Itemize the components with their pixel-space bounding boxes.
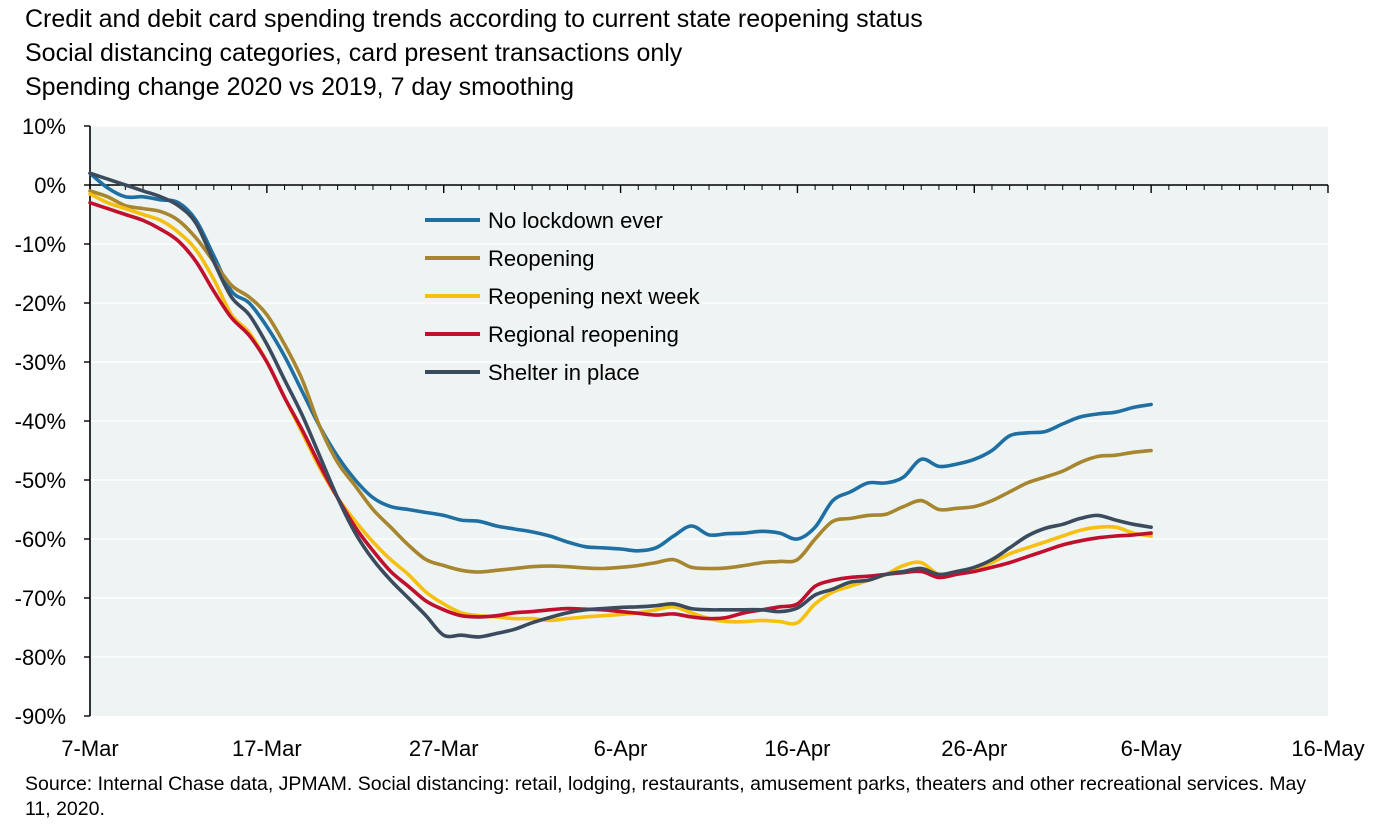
legend-label-regional-reopening: Regional reopening — [488, 322, 679, 347]
series-line-no-lockdown-ever — [88, 171, 1153, 553]
legend-label-shelter-in-place: Shelter in place — [488, 360, 640, 385]
legend-label-reopening: Reopening — [488, 246, 594, 271]
series-lines — [88, 171, 1153, 639]
y-tick-label: -90% — [15, 704, 66, 729]
y-tick-label: -30% — [15, 350, 66, 375]
x-tick-label: 7-Mar — [61, 736, 118, 761]
chart-title: Credit and debit card spending trends ac… — [25, 5, 923, 33]
y-tick-label: -70% — [15, 586, 66, 611]
chart-subtitle: Social distancing categories, card prese… — [25, 39, 683, 67]
x-tick-label: 16-Apr — [764, 736, 830, 761]
x-tick-label: 26-Apr — [941, 736, 1007, 761]
x-axis-ticks: 7-Mar 17-Mar 27-Mar 6-Apr 16-Apr 26-Apr 6-May 1… — [61, 185, 1365, 761]
y-tick-label: -50% — [15, 468, 66, 493]
legend-label-reopening-next-week: Reopening next week — [488, 284, 701, 309]
chart-titles: Credit and debit card spending trends ac… — [25, 2, 923, 104]
y-tick-label: 0% — [34, 173, 66, 198]
chart-subtitle-2: Spending change 2020 vs 2019, 7 day smoo… — [25, 73, 575, 101]
y-tick-label: -20% — [15, 291, 66, 316]
series-line-reopening — [88, 189, 1153, 574]
legend-label-no-lockdown-ever: No lockdown ever — [488, 208, 663, 233]
source-note: Source: Internal Chase data, JPMAM. Soci… — [25, 773, 1307, 820]
gridlines — [90, 125, 1328, 658]
x-tick-label: 6-May — [1121, 736, 1182, 761]
legend: No lockdown ever Reopening Reopening next … — [425, 208, 701, 385]
y-tick-label: 10% — [22, 114, 66, 139]
x-tick-label: 27-Mar — [409, 736, 479, 761]
y-tick-label: -10% — [15, 232, 66, 257]
y-tick-label: -80% — [15, 645, 66, 670]
x-tick-label: 6-Apr — [594, 736, 648, 761]
y-tick-label: -60% — [15, 527, 66, 552]
series-line-regional-reopening — [88, 200, 1153, 621]
x-tick-label: 17-Mar — [232, 736, 302, 761]
x-tick-label: 16-May — [1291, 736, 1364, 761]
y-tick-label: -40% — [15, 409, 66, 434]
series-line-shelter-in-place — [88, 171, 1153, 639]
y-axis-ticks: 10% 0% -10% -20% -30% -40% -50% -60% -70% -80% -90… — [15, 114, 90, 729]
